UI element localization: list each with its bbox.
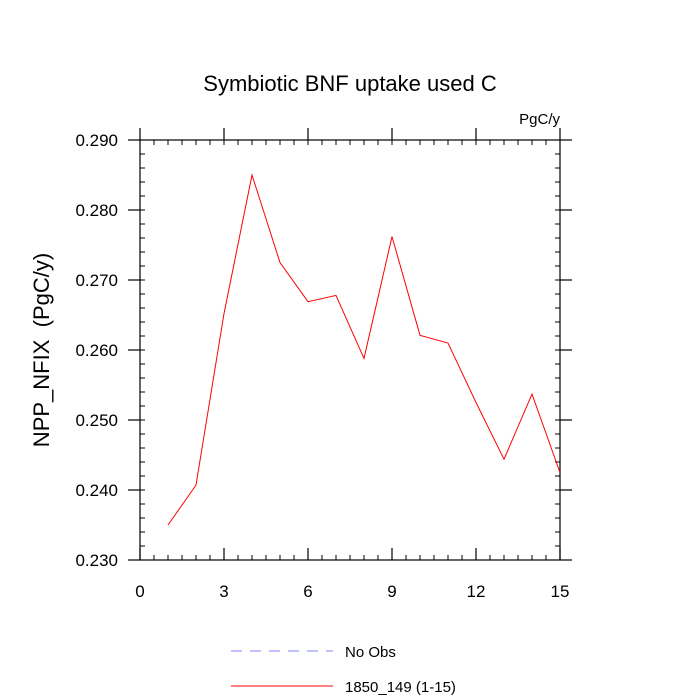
chart-title: Symbiotic BNF uptake used C bbox=[203, 71, 497, 96]
x-tick-label: 6 bbox=[303, 582, 312, 601]
units-label: PgC/y bbox=[519, 111, 560, 128]
x-tick-label: 12 bbox=[467, 582, 486, 601]
series-lines bbox=[167, 173, 561, 526]
x-tick-label: 15 bbox=[551, 582, 570, 601]
series-line bbox=[167, 173, 561, 526]
x-tick-label: 3 bbox=[219, 582, 228, 601]
x-tick-label: 0 bbox=[135, 582, 144, 601]
y-axis-label: NPP_NFIX (PgC/y) bbox=[29, 253, 54, 447]
legend-label: 1850_149 (1-15) bbox=[345, 679, 456, 696]
x-tick-label: 9 bbox=[387, 582, 396, 601]
minor-ticks bbox=[139, 139, 561, 561]
y-tick-label: 0.290 bbox=[75, 131, 118, 150]
y-tick-label: 0.280 bbox=[75, 201, 118, 220]
legend-label: No Obs bbox=[345, 644, 396, 661]
y-tick-label: 0.240 bbox=[75, 481, 118, 500]
y-tick-label: 0.230 bbox=[75, 551, 118, 570]
y-tick-label: 0.250 bbox=[75, 411, 118, 430]
legend: No Obs 1850_149 (1-15) bbox=[231, 644, 456, 696]
plot-border bbox=[139, 139, 561, 561]
plot-frame bbox=[139, 139, 561, 561]
major-ticks bbox=[128, 128, 572, 561]
y-tick-label: 0.260 bbox=[75, 341, 118, 360]
tick-labels: 0 3 6 9 12 15 0.230 0.240 0.250 0.260 0.270 0.280 0.… bbox=[75, 131, 569, 601]
y-tick-label: 0.270 bbox=[75, 271, 118, 290]
